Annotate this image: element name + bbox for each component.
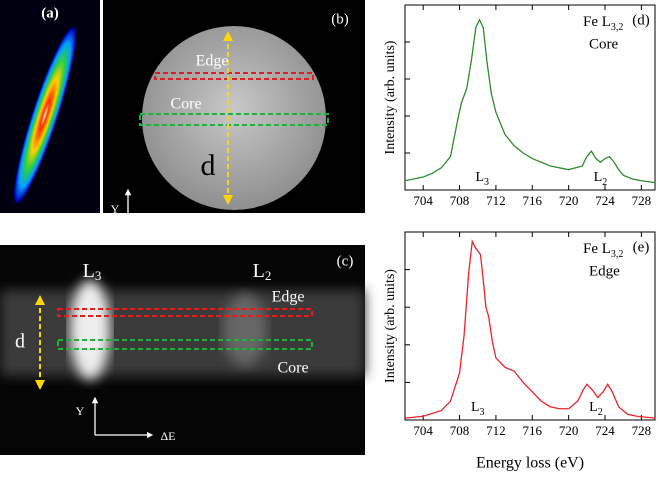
core-label: Core (277, 360, 308, 377)
x-tick-label: 704 (413, 193, 433, 208)
peak-label: L2 (594, 170, 608, 188)
axis-label: Y (76, 404, 85, 418)
chart-title-sub: 3,2 (611, 22, 624, 33)
spectrum-line (404, 18, 656, 184)
edge-region (154, 72, 314, 80)
peak-label-main: L (475, 170, 484, 185)
x-axis-label: Energy loss (eV) (476, 455, 584, 472)
y-axis-label: Intensity (arb. units) (383, 40, 398, 154)
x-tick-label: 728 (632, 193, 652, 208)
peak-label-main: L (471, 400, 480, 415)
chart-subtitle: Core (589, 36, 619, 52)
axis-label: ΔE (160, 429, 175, 443)
core-region (57, 339, 313, 350)
chart-title-main: Fe L (583, 14, 611, 30)
l3-intensity (70, 280, 110, 380)
edge-label: Edge (196, 53, 229, 70)
x-tick-label: 720 (559, 193, 579, 208)
x-tick-label: 704 (413, 423, 433, 438)
peak-label-sub: 2 (598, 407, 603, 418)
x-tick-label: 712 (486, 193, 506, 208)
chart-title: Fe L3,2 (583, 241, 623, 260)
peak-label-sub: 2 (602, 177, 607, 188)
core-label: Core (170, 96, 201, 113)
panel-a: (a) (0, 0, 100, 213)
panel-label: (b) (331, 11, 349, 27)
edge-label: Edge (272, 289, 305, 306)
edge-region (57, 308, 313, 317)
peak-label: L2 (589, 400, 603, 418)
l2-intensity (223, 294, 267, 366)
diameter-label: d (201, 149, 216, 182)
chart-subtitle: Edge (589, 263, 620, 279)
x-tick-label: 716 (523, 423, 543, 438)
peak-label-main: L (589, 400, 598, 415)
l3-label: L3 (83, 260, 102, 283)
panel-label: (a) (41, 5, 59, 21)
panel-b: Edge Core d (b) Y X (103, 0, 365, 235)
x-tick-label: 716 (523, 193, 543, 208)
x-tick-label: 708 (450, 193, 470, 208)
peak-label-sub: 3 (480, 407, 485, 418)
diameter-label: d (15, 331, 25, 353)
peak-label: L3 (475, 170, 489, 188)
x-tick-label: 712 (486, 423, 506, 438)
chart-title-sub: 3,2 (611, 249, 624, 260)
chart-title-main: Fe L (583, 241, 611, 257)
x-tick-label: 720 (559, 423, 579, 438)
x-tick-label: 708 (450, 423, 470, 438)
peak-label-sub: 3 (484, 177, 489, 188)
x-tick-label: 728 (632, 423, 652, 438)
panel-c: L3 L2 Edge Core d (c) Y ΔE (0, 245, 365, 455)
axis-label: Y (111, 202, 120, 216)
beam-streak (13, 24, 77, 206)
plot-frame (404, 231, 656, 421)
particle-disc (142, 26, 326, 210)
y-axis-label: Intensity (arb. units) (383, 269, 398, 383)
axis-label: X (194, 221, 203, 235)
chart-title: Fe L3,2 (583, 14, 623, 33)
x-tick-label: 724 (595, 193, 615, 208)
x-tick-label: 724 (595, 423, 615, 438)
peak-label: L3 (471, 400, 485, 418)
spectrum-band (0, 290, 365, 376)
spectrum-line (404, 239, 656, 419)
panel-label: (d) (632, 12, 650, 28)
panel-label: (e) (633, 239, 650, 255)
core-region (139, 113, 329, 126)
peak-label-main: L (594, 170, 603, 185)
l2-label: L2 (253, 260, 272, 283)
panel-label: (c) (337, 253, 354, 269)
plot-frame (404, 4, 656, 191)
